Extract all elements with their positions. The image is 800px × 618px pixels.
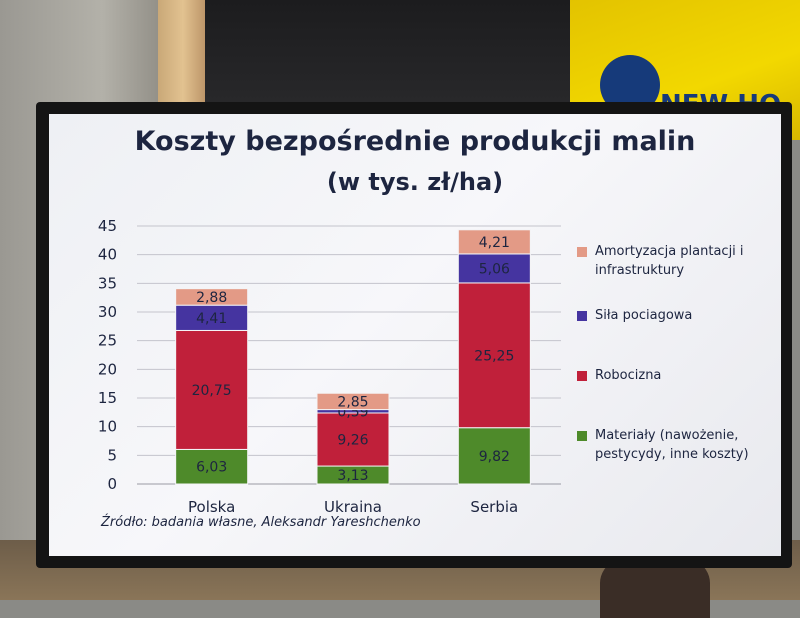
y-tick-label: 0: [107, 475, 117, 493]
y-tick-label: 30: [98, 303, 117, 321]
data-label: 20,75: [192, 383, 232, 399]
y-tick-label: 40: [98, 246, 117, 264]
legend-item: Robocizna: [577, 366, 775, 385]
chart-title: Koszty bezpośrednie produkcji malin: [134, 126, 696, 157]
legend-label: Materiały (nawożenie, pestycydy, inne ko…: [595, 428, 749, 462]
x-tick-label: Polska: [188, 498, 235, 516]
legend-label: Amortyzacja plantacji i infrastruktury: [595, 244, 744, 278]
y-tick-label: 45: [98, 217, 117, 235]
data-label: 9,26: [337, 433, 368, 449]
source-note: Źródło: badania własne, Aleksandr Yaresh…: [101, 515, 421, 530]
data-label: 2,88: [196, 290, 227, 306]
y-tick-label: 10: [98, 418, 117, 436]
data-label: 2,85: [337, 394, 368, 410]
stacked-bar-chart: 0 5 10 15 20 25 30 35 40 45 6,03 20,75 4,41 2,88 Polsk…: [98, 217, 561, 516]
data-label: 5,06: [479, 261, 510, 277]
bar-segment: [316, 392, 390, 411]
bar-segment: [316, 412, 390, 467]
legend-swatch: [577, 247, 587, 257]
y-tick-label: 20: [98, 360, 117, 378]
data-label: 25,25: [474, 348, 514, 364]
legend-swatch: [577, 431, 587, 441]
bar-segment: [457, 282, 531, 429]
x-tick-label: Serbia: [470, 498, 518, 516]
legend-label: Robocizna: [595, 368, 662, 383]
legend-swatch: [577, 371, 587, 381]
y-tick-label: 5: [107, 446, 117, 464]
data-label: 4,21: [479, 235, 510, 251]
legend-item: Siła pociagowa: [577, 306, 775, 325]
bar-segment: [175, 329, 249, 450]
data-label: 6,03: [196, 460, 227, 476]
data-label: 9,82: [479, 449, 510, 465]
y-tick-label: 35: [98, 274, 117, 292]
bar-segment: [175, 288, 249, 306]
bar-segment: [175, 304, 249, 331]
data-label: 4,41: [196, 311, 227, 327]
bar-segment: [457, 253, 531, 284]
y-tick-label: 15: [98, 389, 117, 407]
bar-segment: [457, 427, 531, 485]
x-tick-label: Ukraina: [324, 498, 382, 516]
chart-subtitle: (w tys. zł/ha): [326, 168, 504, 196]
legend-label: Siła pociagowa: [595, 308, 693, 323]
bar-segment: [457, 229, 531, 255]
legend-item: Materiały (nawożenie, pestycydy, inne ko…: [577, 426, 775, 464]
legend-item: Amortyzacja plantacji i infrastruktury: [577, 242, 775, 280]
legend-swatch: [577, 311, 587, 321]
tv-screen: Koszty bezpośrednie produkcji malin (w t…: [49, 114, 781, 556]
y-tick-label: 25: [98, 332, 117, 350]
data-label: 3,13: [337, 468, 368, 484]
background-dark: [205, 0, 595, 120]
